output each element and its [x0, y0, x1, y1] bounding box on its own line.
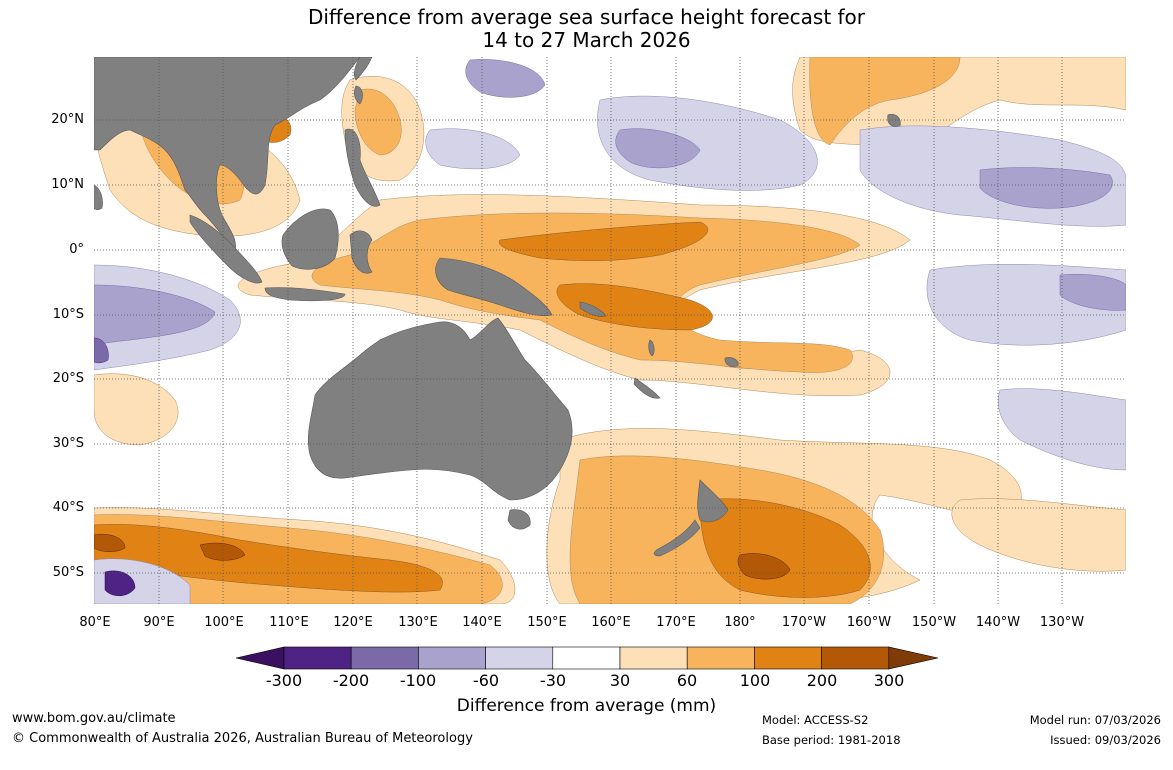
anomaly-orange-philsea: [354, 88, 402, 156]
land-philippines: [344, 128, 381, 207]
colorbar-swatch: [821, 646, 890, 670]
colorbar-swatch: [552, 646, 621, 670]
land-asia: [94, 57, 361, 251]
lon-label: 160°W: [846, 615, 892, 630]
land-japan: [354, 57, 373, 81]
colorbar-tick-label: 300: [873, 671, 905, 690]
bom-url[interactable]: www.bom.gov.au/climate: [12, 711, 176, 726]
land-vanuatu: [648, 339, 655, 357]
lon-label: 150°W: [911, 615, 957, 630]
land-australia: [307, 317, 573, 501]
anomaly-dark-orange-coralsea: [556, 283, 713, 331]
copyright: © Commonwealth of Australia 2026, Austra…: [12, 731, 473, 746]
anomaly-brown-south1: [199, 542, 246, 561]
anomaly-dark-orange-equatorial: [498, 221, 708, 261]
colorbar-swatch: [485, 646, 554, 670]
lon-label: 140°E: [462, 615, 502, 630]
colorbar-tick-label: 100: [739, 671, 771, 690]
anomaly-orange-ne: [809, 57, 961, 146]
colorbar-tick-label: -60: [472, 671, 500, 690]
lon-label: 180°: [724, 615, 756, 630]
anomaly-purple-nw: [465, 59, 546, 98]
anomaly-dark-purple-indian: [94, 337, 109, 364]
land-tasmania: [507, 509, 531, 530]
land-borneo: [281, 208, 339, 270]
colorbar-swatch: [619, 646, 688, 670]
lon-label: 110°E: [269, 615, 309, 630]
land-java: [264, 287, 346, 302]
colorbar-swatch: [283, 646, 352, 670]
anomaly-light-orange-se: [951, 498, 1126, 572]
lon-label: 90°E: [143, 615, 175, 630]
anomaly-brown-nz: [737, 553, 791, 580]
land-new-caledonia: [633, 377, 661, 399]
lon-label: 170°E: [656, 615, 696, 630]
lat-label: 10°N: [51, 177, 84, 192]
land-sulawesi: [349, 230, 373, 274]
graticule: [94, 57, 1126, 604]
lat-label: 30°S: [52, 436, 84, 451]
colorbar-tick-label: 60: [676, 671, 698, 690]
colorbar-swatch: [418, 646, 486, 670]
colorbar-tick-label: -300: [265, 671, 303, 690]
colorbar-tick-label: -100: [399, 671, 437, 690]
issued-date: Issued: 09/03/2026: [1050, 733, 1161, 747]
lon-label: 140°W: [975, 615, 1021, 630]
land-sri-lanka: [94, 184, 103, 211]
land-nz-south: [653, 519, 701, 557]
colorbar-tick-label: 200: [806, 671, 838, 690]
lat-label: 20°S: [52, 371, 84, 386]
land-nz-north: [697, 479, 729, 523]
lon-label: 170°W: [781, 615, 827, 630]
colorbar-title: Difference from average (mm): [456, 696, 717, 716]
lat-label: 40°S: [52, 500, 84, 515]
anomaly-brown-south2: [94, 534, 126, 552]
lon-label: 160°E: [591, 615, 631, 630]
lon-label: 150°E: [527, 615, 567, 630]
land-hawaii: [887, 113, 901, 127]
land-taiwan: [354, 85, 363, 105]
model-run: Model run: 07/03/2026: [1029, 713, 1161, 727]
anomaly-light-orange-indian: [94, 373, 179, 446]
lat-label: 0°: [69, 242, 84, 257]
lat-label: 20°N: [51, 112, 84, 127]
anomaly-purple-se: [1059, 273, 1126, 311]
lat-label: 50°S: [52, 565, 84, 580]
colorbar-swatch: [754, 646, 822, 670]
anomaly-purple-e: [979, 167, 1113, 209]
land: [94, 57, 901, 557]
colorbar-swatch: [686, 646, 755, 670]
lon-label: 130°W: [1039, 615, 1085, 630]
chart-title-line1: Difference from average sea surface heig…: [307, 5, 866, 29]
anomaly-field: [94, 57, 1126, 604]
base-period: Base period: 1981-2018: [762, 733, 901, 747]
colorbar: [235, 646, 939, 670]
colorbar-tick-label: -200: [332, 671, 370, 690]
anomaly-dark-purple-sw: [104, 570, 136, 596]
colorbar-tick-label: -30: [539, 671, 567, 690]
colorbar-tick-label: 30: [609, 671, 631, 690]
lon-label: 100°E: [204, 615, 244, 630]
land-sumatra: [189, 214, 263, 284]
anomaly-purple-ne: [615, 128, 701, 169]
colorbar-arrow-high: [888, 646, 939, 670]
colorbar-arrow-low: [235, 646, 285, 670]
lon-label: 130°E: [398, 615, 438, 630]
lat-label: 10°S: [52, 307, 84, 322]
chart-title-line2: 14 to 27 March 2026: [482, 28, 691, 52]
land-solomons: [579, 301, 607, 317]
anomaly-dark-orange-south: [94, 524, 443, 593]
lon-label: 80°E: [79, 615, 111, 630]
model-name: Model: ACCESS-S2: [762, 713, 869, 727]
lon-label: 120°E: [333, 615, 373, 630]
colorbar-swatch: [350, 646, 419, 670]
land-fiji: [724, 357, 739, 367]
anomaly-light-purple-philsea: [425, 128, 521, 170]
